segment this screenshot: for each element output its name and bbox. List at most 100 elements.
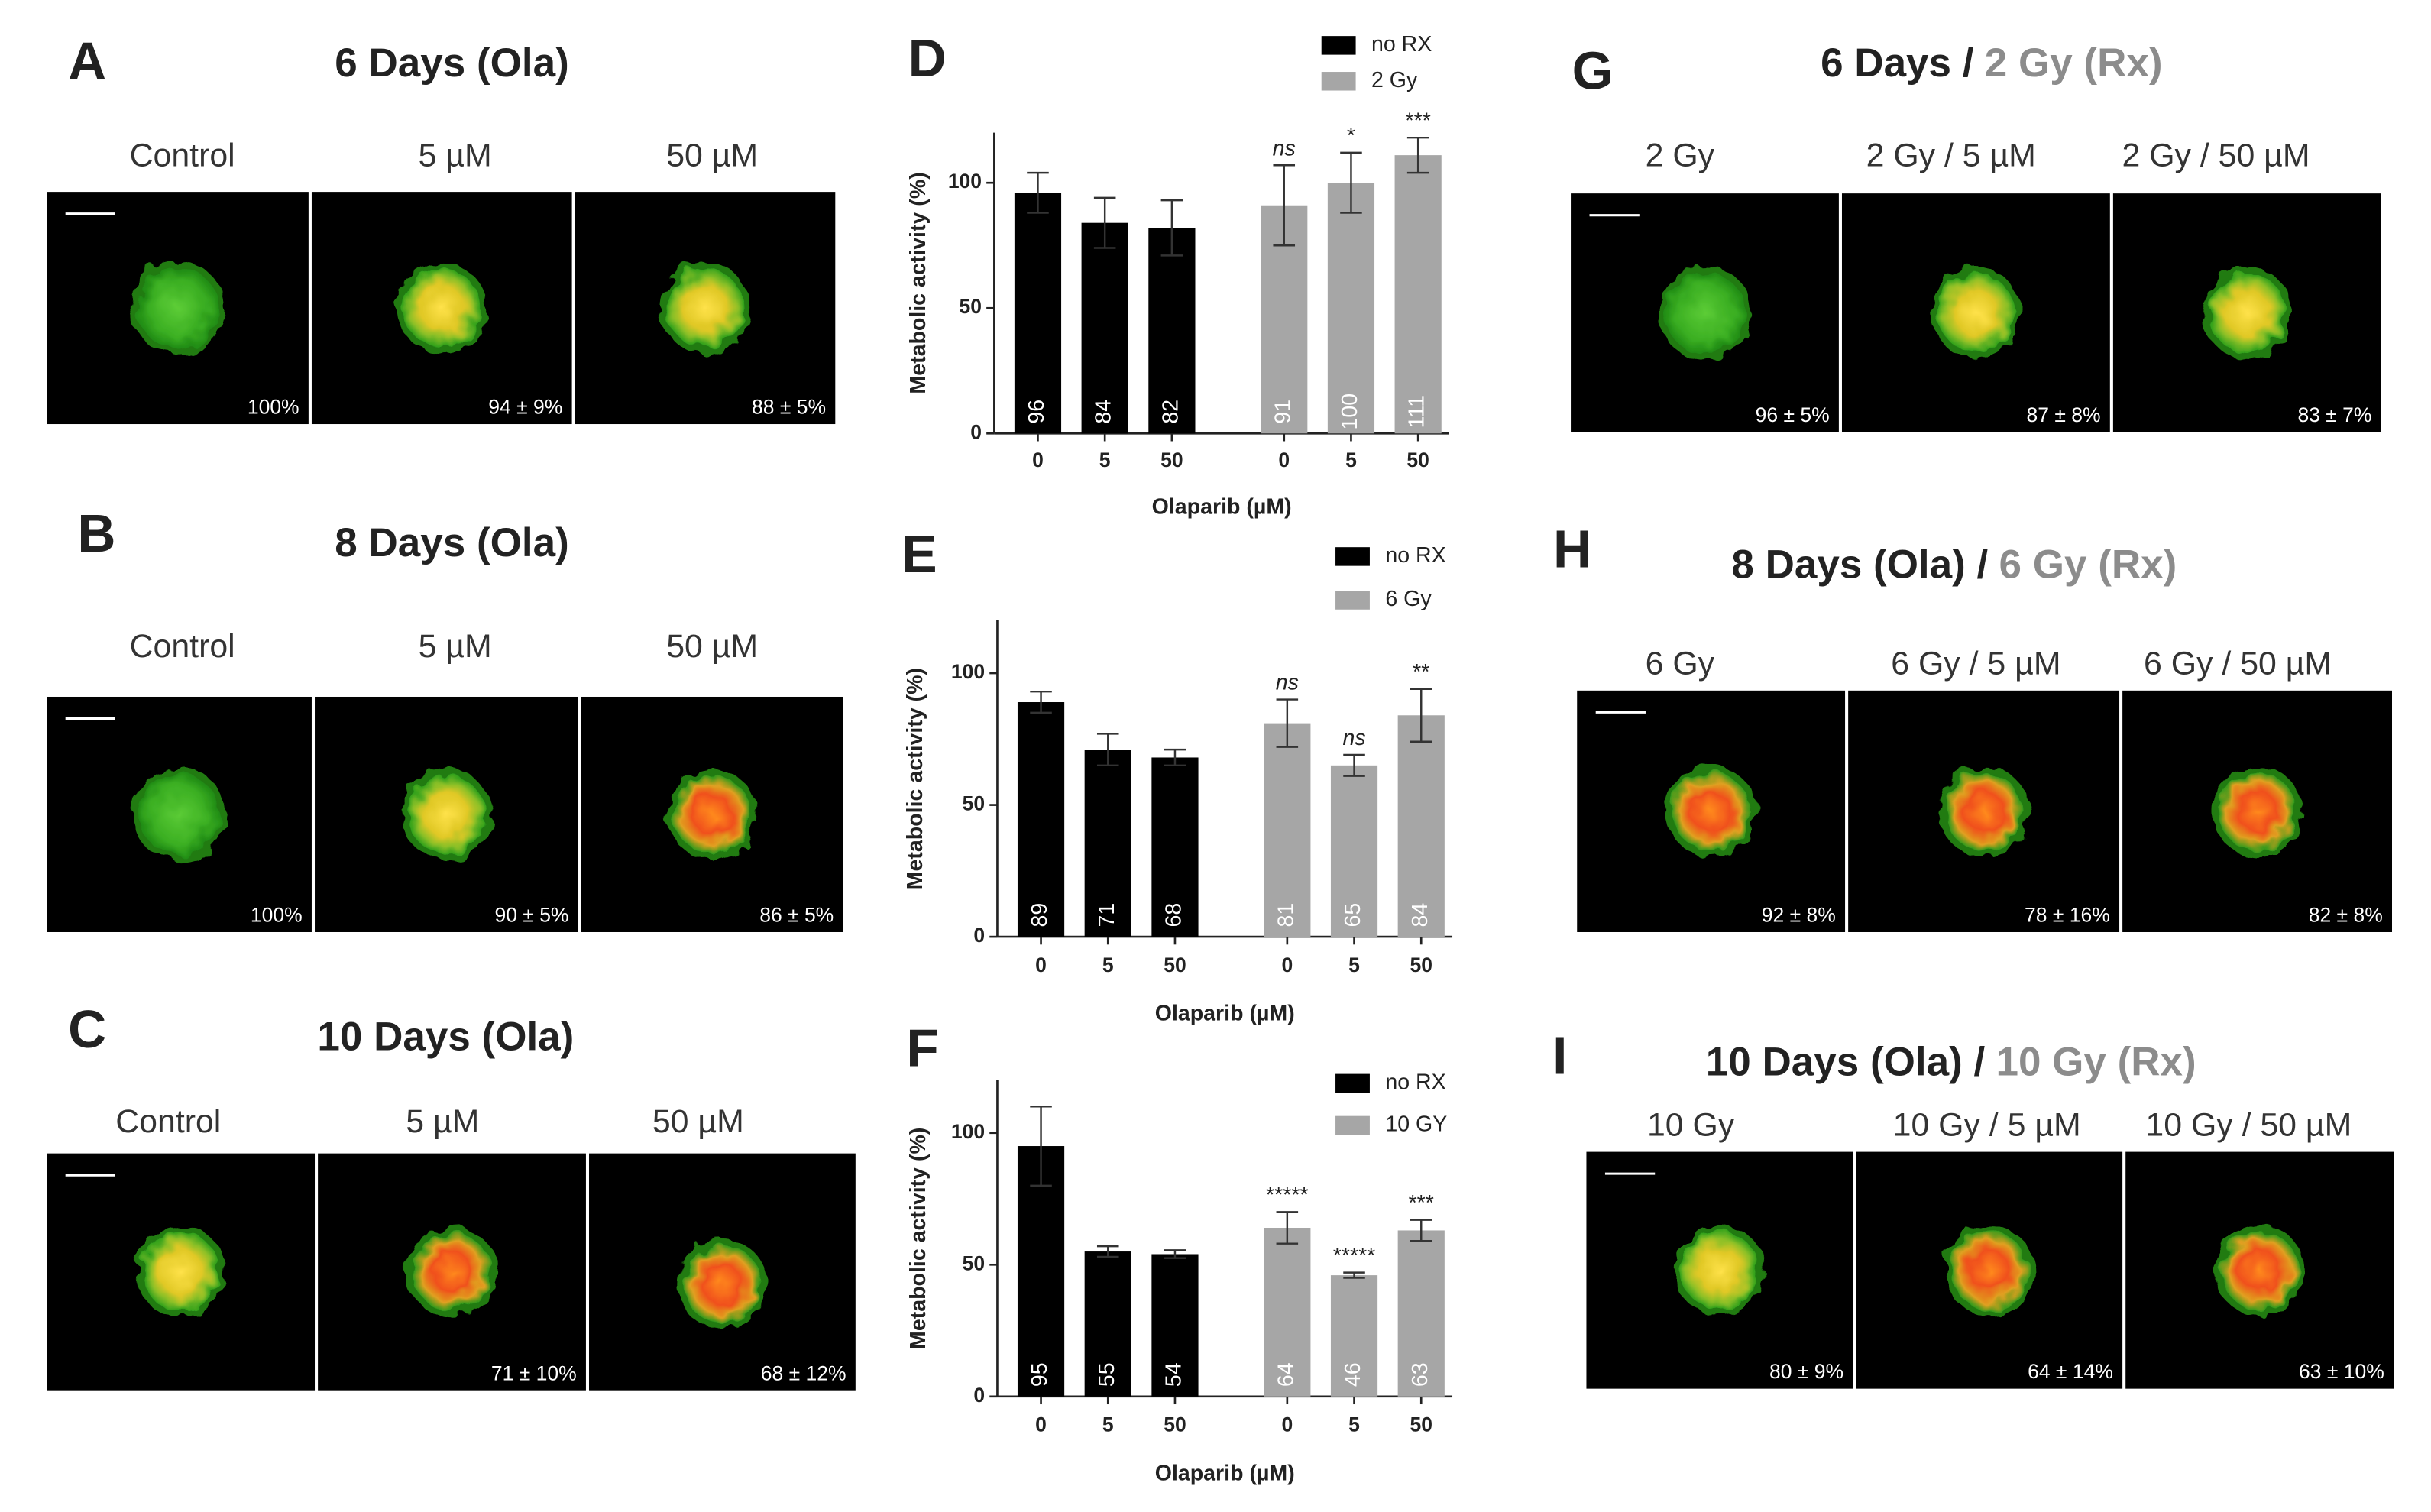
value-label: 111: [1405, 395, 1429, 428]
y-tick-label: 0: [970, 420, 982, 443]
percent-label: 92 ± 8%: [1762, 904, 1836, 927]
spheroid: [1944, 772, 2023, 850]
error-bar: [1343, 1271, 1365, 1279]
value-label: 84: [1092, 400, 1116, 424]
legend-swatch: [1321, 72, 1356, 91]
legend-swatch: [1321, 36, 1356, 55]
y-tick-label: 50: [963, 792, 985, 815]
significance: **: [1413, 660, 1429, 685]
y-tick-label: 0: [973, 924, 985, 947]
bar: [1017, 1146, 1065, 1397]
title-part: 8 Days (Ola) /: [1731, 542, 1988, 588]
value-label: 100: [1338, 393, 1362, 430]
y-axis-label: Metabolic activity (%): [903, 668, 927, 889]
x-tick-label: 5: [1102, 953, 1114, 976]
bar: [1014, 193, 1062, 434]
percent-label: 90 ± 5%: [494, 904, 568, 927]
spheroid: [138, 773, 220, 856]
percent-label: 86 ± 5%: [759, 904, 834, 927]
column-label: 6 Gy: [1646, 646, 1715, 682]
panel-title: 6 Days /2 Gy (Rx): [1821, 40, 2162, 86]
spheroid: [665, 269, 744, 348]
title-part: 2 Gy (Rx): [1985, 40, 2163, 86]
bar: [1264, 1227, 1311, 1397]
column-label: 50 µM: [652, 1103, 744, 1140]
significance: ns: [1273, 136, 1296, 160]
percent-label: 71 ± 10%: [491, 1361, 577, 1384]
spheroid: [2220, 1231, 2299, 1310]
x-axis-label: Olaparib (µM): [1155, 1002, 1295, 1026]
column-label: 5 µM: [419, 138, 492, 174]
y-tick-label: 100: [948, 170, 982, 193]
error-bar: [1340, 151, 1362, 214]
x-tick-label: 50: [1410, 953, 1432, 976]
column-label: 6 Gy / 5 µM: [1891, 646, 2060, 682]
column-label: Control: [130, 628, 235, 665]
error-bar: [1096, 1245, 1119, 1258]
error-bar: [1160, 199, 1183, 257]
bar: [1327, 183, 1375, 434]
column-label: 10 Gy / 50 µM: [2145, 1106, 2352, 1143]
panel-title: 10 Days (Ola): [317, 1015, 574, 1060]
spheroid: [1680, 1231, 1759, 1310]
significance: *****: [1333, 1244, 1376, 1268]
error-bar: [1164, 748, 1186, 767]
spheroid: [1937, 274, 2015, 352]
bar: [1397, 1230, 1445, 1397]
x-tick-label: 5: [1102, 1413, 1114, 1436]
spheroid: [1950, 1231, 2028, 1310]
panel-title: 10 Days (Ola) /10 Gy (Rx): [1706, 1039, 2196, 1084]
y-tick-label: 0: [973, 1384, 985, 1407]
title-part: 6 Days /: [1821, 40, 1974, 86]
value-label: 46: [1341, 1362, 1365, 1387]
spheroid: [2218, 772, 2297, 850]
error-bar: [1093, 196, 1116, 249]
x-tick-label: 5: [1348, 1413, 1360, 1436]
percent-label: 87 ± 8%: [2027, 403, 2101, 426]
x-tick-label: 50: [1410, 1413, 1432, 1436]
bar: [1151, 757, 1199, 937]
x-tick-label: 50: [1160, 448, 1183, 471]
bar: [1264, 723, 1311, 937]
y-tick-label: 100: [951, 1120, 985, 1143]
value-label: 63: [1408, 1362, 1432, 1387]
y-axis-label: Metabolic activity (%): [906, 172, 931, 393]
spheroid: [1664, 272, 1746, 354]
panel-title: 6 Days (Ola): [335, 40, 568, 86]
percent-label: 96 ± 5%: [1756, 403, 1830, 426]
chart-letter: E: [902, 524, 937, 584]
column-label: 10 Gy / 5 µM: [1893, 1106, 2081, 1143]
column-label: 6 Gy / 50 µM: [2144, 646, 2332, 682]
spheroid: [683, 1245, 762, 1323]
value-label: 95: [1028, 1362, 1052, 1387]
y-tick-label: 50: [963, 1251, 985, 1274]
legend-label: 6 Gy: [1385, 587, 1432, 611]
legend-label: no RX: [1385, 543, 1445, 568]
value-label: 65: [1341, 903, 1365, 928]
value-label: 84: [1408, 903, 1432, 928]
significance: *: [1347, 124, 1355, 148]
x-axis-label: Olaparib (µM): [1155, 1461, 1295, 1485]
percent-label: 88 ± 5%: [752, 396, 826, 419]
error-bar: [1406, 136, 1429, 174]
spheroid: [137, 267, 218, 349]
bar: [1151, 1254, 1199, 1397]
column-label: 5 µM: [419, 628, 492, 665]
bar: [1084, 1251, 1131, 1397]
significance: ***: [1406, 108, 1431, 133]
x-tick-label: 0: [1035, 1413, 1047, 1436]
percent-label: 100%: [251, 904, 303, 927]
y-axis-label: Metabolic activity (%): [906, 1128, 931, 1349]
spheroid: [673, 775, 752, 853]
panel-letter: C: [68, 999, 106, 1059]
percent-label: 82 ± 8%: [2309, 904, 2383, 927]
y-tick-label: 100: [951, 660, 985, 683]
spheroid: [2208, 274, 2287, 352]
legend-swatch: [1335, 1115, 1370, 1135]
legend-label: 2 Gy: [1371, 68, 1418, 92]
bar: [1394, 155, 1442, 434]
bar: [1397, 715, 1445, 937]
spheroid: [403, 269, 481, 348]
legend-swatch: [1335, 547, 1370, 566]
value-label: 54: [1162, 1362, 1186, 1387]
